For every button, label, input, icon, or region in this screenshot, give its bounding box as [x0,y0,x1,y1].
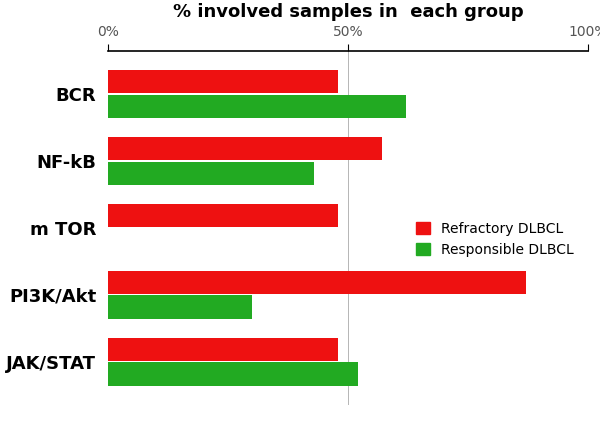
Bar [108,295,252,319]
Bar [108,362,358,386]
Bar [108,162,314,185]
Bar [108,70,338,93]
Legend: Refractory DLBCL, Responsible DLBCL: Refractory DLBCL, Responsible DLBCL [409,215,581,263]
Title: % involved samples in  each group: % involved samples in each group [173,3,523,21]
Bar [108,137,382,160]
Bar [108,204,338,227]
Bar [108,271,526,294]
Bar [108,95,406,118]
Bar [108,338,338,361]
